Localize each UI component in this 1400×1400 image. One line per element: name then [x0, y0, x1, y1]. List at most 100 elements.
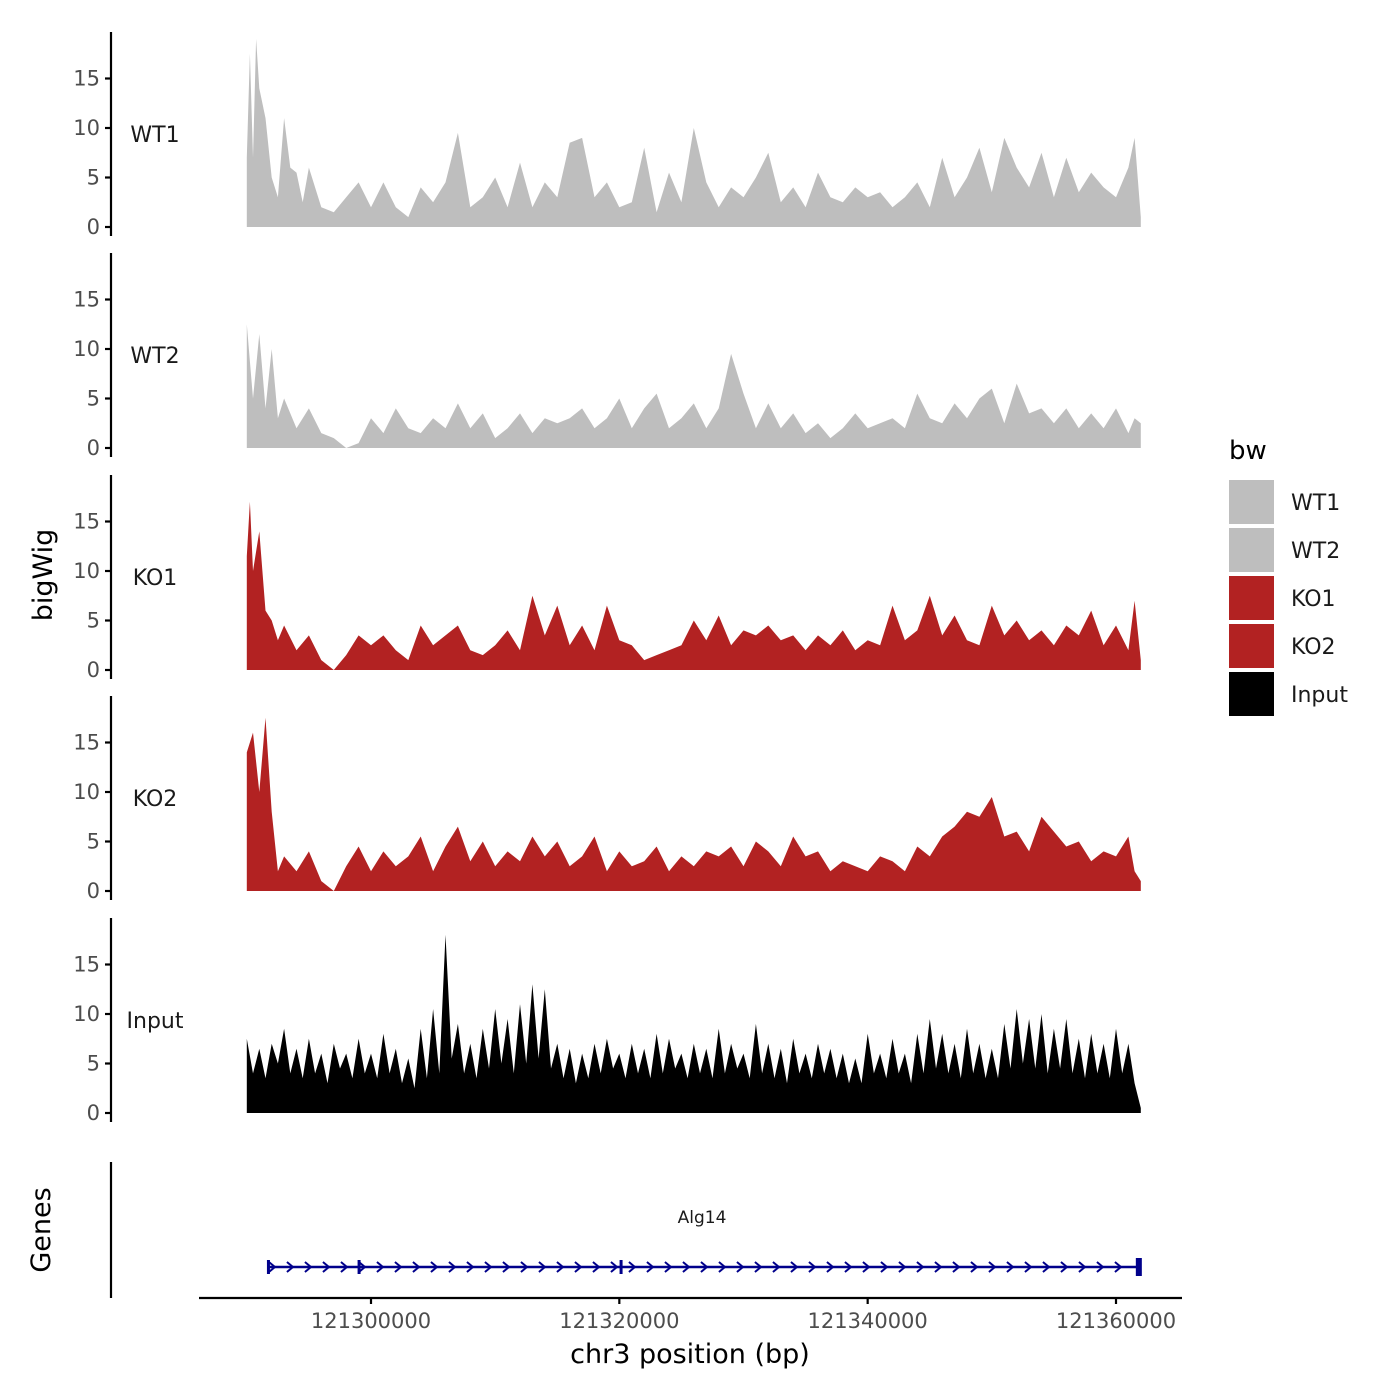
strand-arrow-icon — [952, 1261, 961, 1273]
legend-swatch — [1229, 624, 1274, 668]
y-tick-label: 5 — [87, 609, 100, 633]
track-wt1: 0 5 10 15 WT1 — [73, 32, 1141, 239]
strand-arrow-icon — [556, 1261, 565, 1273]
legend-label: WT1 — [1291, 491, 1340, 516]
strand-arrow-icon — [754, 1261, 763, 1273]
strand-arrow-icon — [628, 1261, 637, 1273]
x-tick-label: 121360000 — [1056, 1309, 1176, 1333]
legend-item-input: Input — [1229, 672, 1348, 716]
x-axis-title: chr3 position (bp) — [570, 1339, 810, 1370]
strand-arrow-icon — [1042, 1261, 1051, 1273]
gene-exon — [619, 1260, 623, 1274]
strand-arrow-icon — [304, 1261, 313, 1273]
strand-arrow-icon — [1060, 1261, 1069, 1273]
track-label-wt1: WT1 — [130, 123, 179, 148]
strand-arrow-icon — [502, 1261, 511, 1273]
strand-arrow-icon — [358, 1261, 367, 1273]
legend-label: KO2 — [1291, 635, 1336, 660]
strand-arrow-icon — [826, 1261, 835, 1273]
strand-arrow-icon — [988, 1261, 997, 1273]
y-tick-label: 15 — [73, 67, 100, 91]
y-tick-label: 10 — [73, 780, 100, 804]
x-tick-label: 121320000 — [559, 1309, 679, 1333]
legend-title: bw — [1229, 436, 1267, 466]
strand-arrow-icon — [700, 1261, 709, 1273]
y-tick-label: 0 — [87, 436, 100, 460]
strand-arrow-icon — [268, 1261, 277, 1273]
legend-label: KO1 — [1291, 587, 1336, 612]
strand-arrow-icon — [610, 1261, 619, 1273]
strand-arrow-icon — [448, 1261, 457, 1273]
gene-models: Alg14 — [266, 1208, 1142, 1276]
strand-arrow-icon — [394, 1261, 403, 1273]
y-tick-label: 15 — [73, 288, 100, 312]
strand-arrow-icon — [646, 1261, 655, 1273]
strand-arrow-icon — [808, 1261, 817, 1273]
strand-arrow-icon — [520, 1261, 529, 1273]
strand-arrow-icon — [916, 1261, 925, 1273]
legend-entries: WT1 WT2 KO1 KO2 Input — [1229, 480, 1348, 716]
track-ko2: 0 5 10 15 KO2 — [73, 696, 1141, 903]
y-tick-label: 0 — [87, 879, 100, 903]
gene-exon — [1135, 1258, 1142, 1276]
bigwig-tracks: 0 5 10 15 WT1 0 5 10 15 WT2 0 5 10 15 KO1 0 5 10 15 KO2 0 5 10… — [73, 32, 1141, 1125]
strand-arrow-icon — [466, 1261, 475, 1273]
strand-arrow-icon — [718, 1261, 727, 1273]
gene-label: Alg14 — [678, 1208, 727, 1228]
y-tick-label: 5 — [87, 830, 100, 854]
strand-arrow-icon — [574, 1261, 583, 1273]
strand-arrow-icon — [898, 1261, 907, 1273]
track-label-wt2: WT2 — [130, 344, 179, 369]
strand-arrow-icon — [664, 1261, 673, 1273]
legend-swatch — [1229, 528, 1274, 572]
x-tick-label: 121340000 — [808, 1309, 928, 1333]
strand-arrow-icon — [1096, 1261, 1105, 1273]
strand-arrow-icon — [412, 1261, 421, 1273]
strand-arrow-icon — [772, 1261, 781, 1273]
legend-swatch — [1229, 576, 1274, 620]
y-tick-label: 15 — [73, 510, 100, 534]
strand-arrow-icon — [1024, 1261, 1033, 1273]
legend-swatch — [1229, 672, 1274, 716]
y-tick-label: 10 — [73, 1002, 100, 1026]
legend: bw WT1 WT2 KO1 KO2 Input — [1229, 436, 1348, 716]
y-tick-label: 15 — [73, 731, 100, 755]
track-label-ko2: KO2 — [133, 787, 178, 812]
strand-arrow-icon — [880, 1261, 889, 1273]
y-tick-label: 15 — [73, 953, 100, 977]
strand-arrow-icon — [538, 1261, 547, 1273]
y-tick-label: 10 — [73, 559, 100, 583]
strand-arrow-icon — [844, 1261, 853, 1273]
legend-label: Input — [1291, 683, 1348, 708]
legend-swatch — [1229, 480, 1274, 524]
strand-arrow-icon — [1078, 1261, 1087, 1273]
strand-arrow-icon — [322, 1261, 331, 1273]
strand-arrow-icon — [376, 1261, 385, 1273]
genes-axis-title: Genes — [26, 1187, 57, 1272]
track-label-ko1: KO1 — [133, 566, 178, 591]
genes-panel: Genes Alg14 — [26, 1162, 1142, 1298]
strand-arrow-icon — [1006, 1261, 1015, 1273]
y-tick-label: 5 — [87, 387, 100, 411]
track-input: 0 5 10 15 Input — [73, 918, 1141, 1125]
legend-item-wt1: WT1 — [1229, 480, 1340, 524]
strand-arrow-icon — [1114, 1261, 1123, 1273]
gene-exon — [266, 1260, 270, 1274]
coverage-area-wt2 — [246, 324, 1141, 448]
legend-item-ko1: KO1 — [1229, 576, 1336, 620]
y-axis-title: bigWig — [28, 529, 59, 622]
x-axis-ticks: 121300000 121320000 121340000 121360000 — [311, 1298, 1176, 1333]
gene-exon — [357, 1260, 361, 1274]
strand-arrow-icon — [934, 1261, 943, 1273]
legend-item-wt2: WT2 — [1229, 528, 1340, 572]
y-tick-label: 0 — [87, 1101, 100, 1125]
x-axis: 121300000 121320000 121340000 121360000 chr… — [199, 1296, 1182, 1370]
coverage-area-ko1 — [246, 501, 1141, 670]
y-tick-label: 0 — [87, 658, 100, 682]
strand-arrow-icon — [790, 1261, 799, 1273]
gene-alg14: Alg14 — [266, 1208, 1142, 1276]
y-tick-label: 5 — [87, 1052, 100, 1076]
strand-arrow-icon — [970, 1261, 979, 1273]
coverage-area-input — [246, 934, 1141, 1113]
